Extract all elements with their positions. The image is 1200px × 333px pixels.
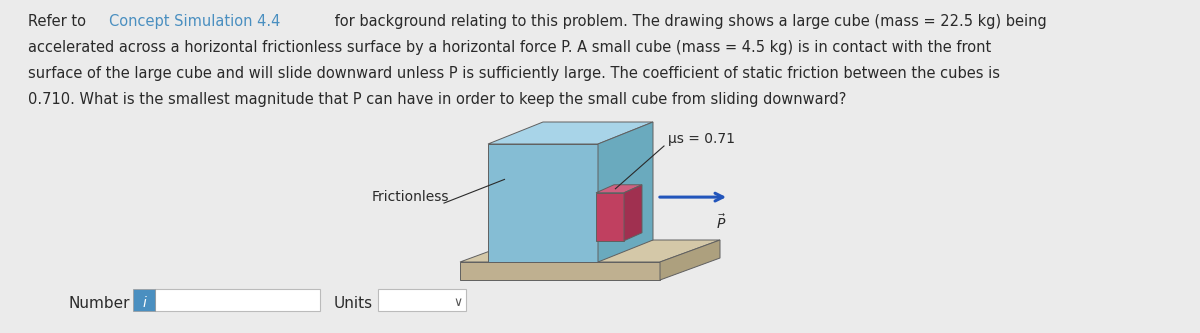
Text: μs = 0.71: μs = 0.71 xyxy=(668,132,734,146)
Polygon shape xyxy=(460,240,720,262)
Text: Number: Number xyxy=(68,295,130,310)
FancyBboxPatch shape xyxy=(155,289,320,311)
Text: 0.710. What is the smallest magnitude that P can have in order to keep the small: 0.710. What is the smallest magnitude th… xyxy=(28,92,846,107)
Text: $\vec{P}$: $\vec{P}$ xyxy=(716,213,726,232)
Polygon shape xyxy=(598,122,653,262)
Text: ∨: ∨ xyxy=(454,296,462,309)
Text: Units: Units xyxy=(334,295,373,310)
Polygon shape xyxy=(660,240,720,280)
FancyBboxPatch shape xyxy=(133,289,155,311)
Text: Concept Simulation 4.4: Concept Simulation 4.4 xyxy=(109,14,280,29)
Polygon shape xyxy=(596,193,624,241)
FancyBboxPatch shape xyxy=(378,289,466,311)
Text: surface of the large cube and will slide downward unless P is sufficiently large: surface of the large cube and will slide… xyxy=(28,66,1000,81)
Text: Frictionless: Frictionless xyxy=(372,190,450,204)
Text: for background relating to this problem. The drawing shows a large cube (mass = : for background relating to this problem.… xyxy=(330,14,1046,29)
Text: accelerated across a horizontal frictionless surface by a horizontal force P. A : accelerated across a horizontal friction… xyxy=(28,40,991,55)
Polygon shape xyxy=(488,144,598,262)
Text: Refer to: Refer to xyxy=(28,14,91,29)
Polygon shape xyxy=(624,185,642,241)
Polygon shape xyxy=(596,185,642,193)
Polygon shape xyxy=(460,262,660,280)
Polygon shape xyxy=(488,122,653,144)
Text: i: i xyxy=(142,296,146,310)
